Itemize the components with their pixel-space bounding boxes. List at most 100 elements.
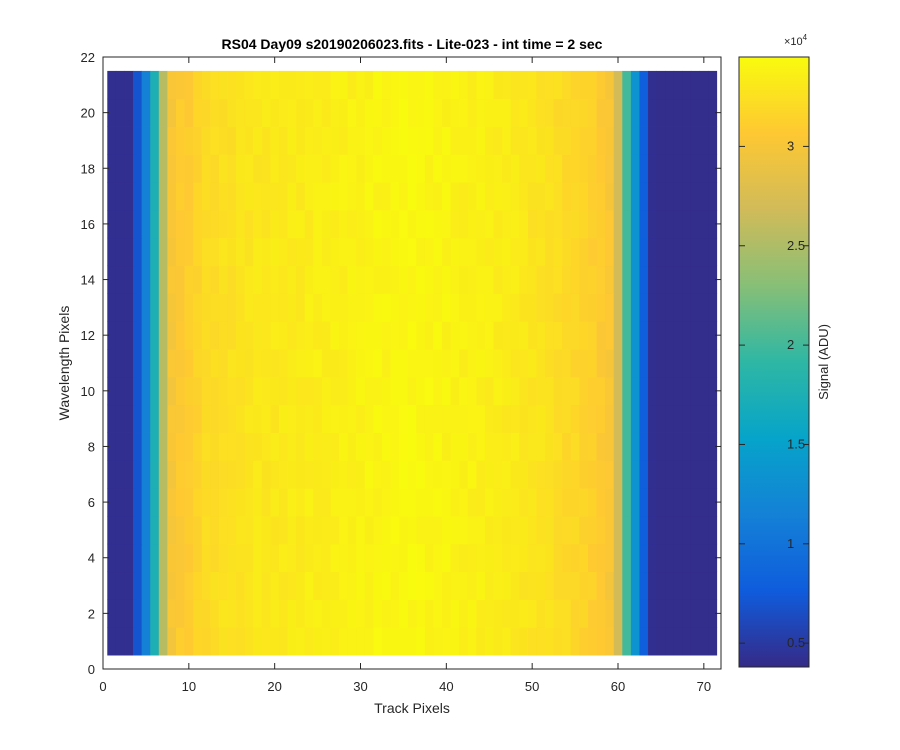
heatmap-cell [150,488,160,517]
heatmap-cell [536,210,546,239]
heatmap-cell [630,70,640,100]
x-tick-label: 30 [353,679,367,694]
heatmap-cell [493,516,503,545]
heatmap-cell [133,488,143,517]
heatmap-cell [339,210,349,239]
heatmap-cell [527,488,537,517]
heatmap-cell [545,154,555,183]
heatmap-cell [587,376,597,406]
heatmap-cell [502,265,512,294]
heatmap-cell [467,321,477,350]
heatmap-cell [270,210,280,239]
heatmap-cell [562,321,572,350]
heatmap-cell [150,154,160,183]
heatmap-cell [493,265,503,294]
heatmap-cell [484,488,494,517]
heatmap-cell [227,599,237,628]
heatmap-cell [270,182,280,211]
heatmap-cell [476,265,486,294]
heatmap-cell [493,376,503,406]
heatmap-cell [330,126,340,155]
heatmap-cell [261,460,271,489]
heatmap-cell [201,460,211,489]
heatmap-cell [450,404,460,433]
heatmap-cell [605,265,615,294]
heatmap-cell [459,70,469,100]
heatmap-cell [613,70,623,100]
heatmap-cell [399,321,409,350]
heatmap-cell [407,210,417,239]
heatmap-cell [519,599,529,628]
heatmap-cell [690,432,700,461]
colorbar-tick-label: 3 [787,138,794,153]
heatmap-cell [416,516,426,545]
heatmap-cell [124,432,134,461]
heatmap-cell [373,488,383,517]
heatmap-cell [484,182,494,211]
heatmap-cell [639,70,649,100]
heatmap-cell [133,98,143,127]
heatmap-cell [321,571,331,600]
heatmap-cell [545,321,555,350]
heatmap-cell [141,460,151,489]
heatmap-cell [175,98,185,127]
heatmap-cell [673,210,683,239]
heatmap-cell [562,210,572,239]
heatmap-cell [459,488,469,517]
heatmap-cell [261,265,271,294]
heatmap-cell [244,182,254,211]
heatmap-cell [261,154,271,183]
heatmap-cell [253,376,263,406]
heatmap-cell [502,349,512,378]
heatmap-cell [236,349,246,378]
heatmap-cell [545,543,555,573]
heatmap-cell [210,460,220,489]
heatmap-cell [287,126,297,155]
heatmap-cell [450,543,460,573]
heatmap-cell [270,488,280,517]
heatmap-cell [141,349,151,378]
heatmap-cell [339,516,349,545]
heatmap-cell [656,98,666,127]
y-tick-label: 8 [88,439,95,454]
heatmap-cell [347,404,357,433]
heatmap-cell [545,70,555,100]
heatmap-cell [227,98,237,127]
heatmap-cell [656,488,666,517]
heatmap-cell [442,98,452,127]
heatmap-cell [536,70,546,100]
heatmap-cell [175,599,185,628]
heatmap-cell [210,599,220,628]
heatmap-cell [708,488,718,517]
heatmap-cell [364,154,374,183]
heatmap-cell [287,70,297,100]
heatmap-cell [193,210,203,239]
heatmap-cell [656,293,666,322]
heatmap-cell [304,376,314,406]
heatmap-cell [227,293,237,322]
heatmap-cell [339,265,349,294]
heatmap-cell [587,349,597,378]
heatmap-cell [330,376,340,406]
heatmap-cell [364,376,374,406]
heatmap-cell [347,432,357,461]
heatmap-cell [450,265,460,294]
heatmap-cell [210,210,220,239]
heatmap-cell [536,265,546,294]
heatmap-cell [304,460,314,489]
heatmap-cell [244,154,254,183]
heatmap-cell [553,293,563,322]
heatmap-cell [682,265,692,294]
heatmap-cell [433,126,443,155]
heatmap-cell [218,265,228,294]
heatmap-cell [167,599,177,628]
heatmap-cell [141,321,151,350]
heatmap-cell [502,516,512,545]
heatmap-cell [339,293,349,322]
heatmap-cell [690,126,700,155]
heatmap-cell [648,404,658,433]
heatmap-cell [373,265,383,294]
heatmap-cell [424,182,434,211]
heatmap-cell [699,627,709,656]
heatmap-cell [218,627,228,656]
